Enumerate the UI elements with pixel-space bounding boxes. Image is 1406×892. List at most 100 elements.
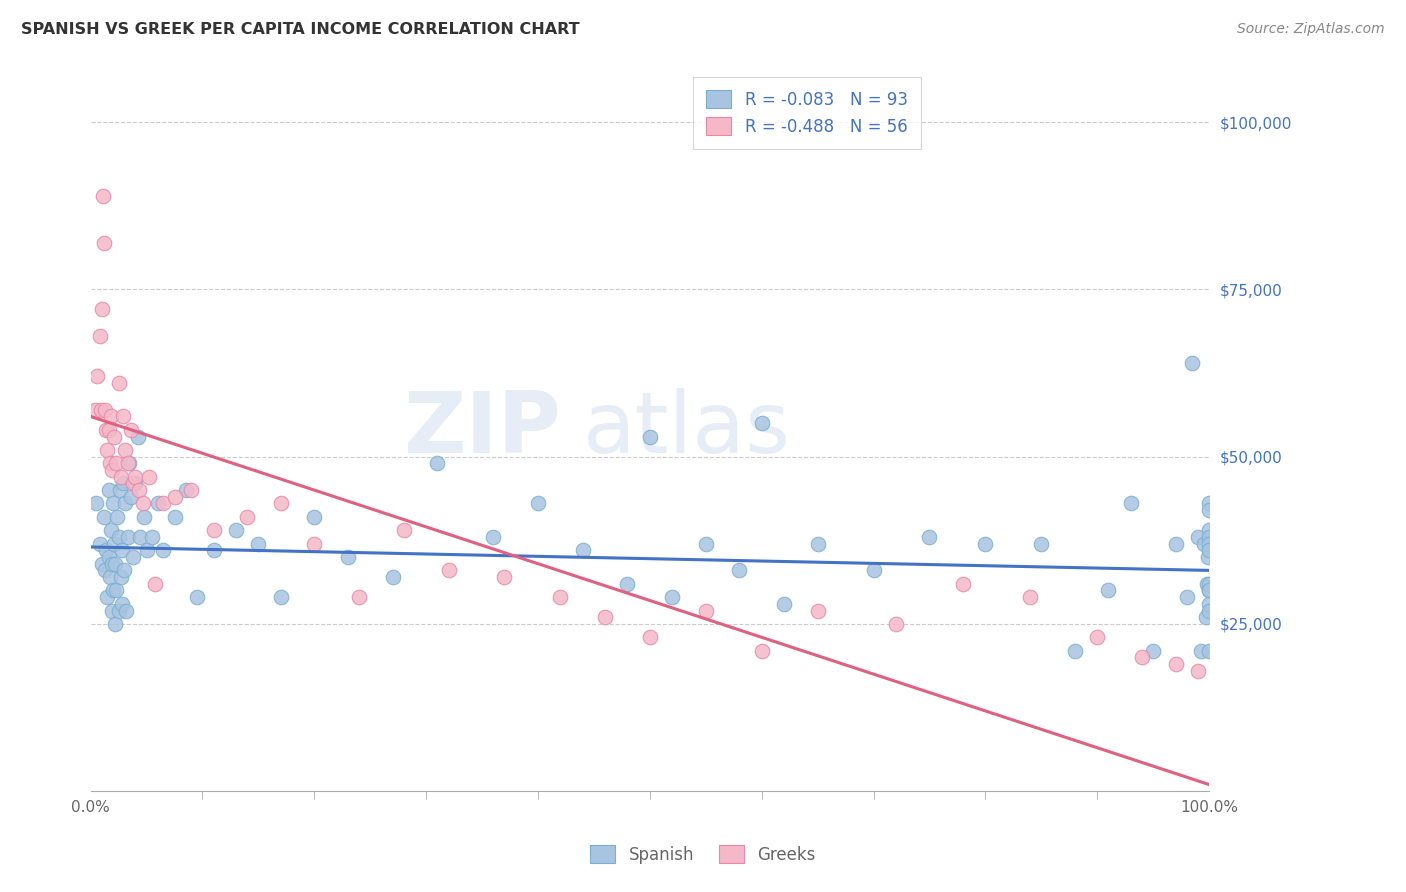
Point	[186, 590, 208, 604]
Point	[437, 563, 460, 577]
Point	[97, 483, 120, 497]
Text: ZIP: ZIP	[402, 388, 561, 471]
Point	[1198, 530, 1220, 544]
Point	[304, 509, 326, 524]
Point	[84, 402, 107, 417]
Point	[1197, 549, 1219, 564]
Point	[152, 543, 174, 558]
Point	[120, 423, 142, 437]
Text: Source: ZipAtlas.com: Source: ZipAtlas.com	[1237, 22, 1385, 37]
Point	[100, 523, 122, 537]
Point	[152, 496, 174, 510]
Point	[90, 402, 112, 417]
Point	[90, 302, 112, 317]
Point	[111, 597, 134, 611]
Point	[145, 576, 167, 591]
Point	[571, 543, 593, 558]
Point	[122, 549, 145, 564]
Point	[392, 523, 415, 537]
Point	[336, 549, 359, 564]
Point	[112, 409, 135, 424]
Point	[97, 549, 120, 564]
Point	[135, 543, 157, 558]
Point	[1164, 536, 1187, 550]
Point	[1181, 356, 1204, 370]
Point	[773, 597, 796, 611]
Point	[482, 530, 505, 544]
Point	[141, 530, 163, 544]
Point	[146, 496, 169, 510]
Point	[1195, 610, 1218, 624]
Point	[1031, 536, 1053, 550]
Point	[103, 429, 125, 443]
Point	[728, 563, 751, 577]
Point	[1187, 664, 1209, 678]
Point	[695, 536, 717, 550]
Point	[163, 509, 186, 524]
Point	[381, 570, 404, 584]
Point	[110, 469, 132, 483]
Point	[124, 469, 146, 483]
Point	[98, 570, 121, 584]
Point	[101, 557, 124, 571]
Point	[1187, 530, 1209, 544]
Point	[114, 496, 136, 510]
Point	[96, 423, 118, 437]
Point	[96, 442, 118, 457]
Point	[270, 496, 292, 510]
Point	[107, 530, 129, 544]
Point	[661, 590, 683, 604]
Point	[124, 476, 146, 491]
Point	[104, 616, 127, 631]
Point	[236, 509, 259, 524]
Point	[91, 188, 114, 202]
Point	[86, 369, 108, 384]
Point	[1198, 503, 1220, 517]
Point	[100, 409, 122, 424]
Point	[1198, 536, 1220, 550]
Point	[616, 576, 638, 591]
Point	[1198, 576, 1220, 591]
Point	[132, 496, 155, 510]
Point	[1195, 576, 1218, 591]
Point	[1198, 643, 1220, 657]
Point	[128, 530, 150, 544]
Point	[98, 456, 121, 470]
Point	[1063, 643, 1085, 657]
Point	[117, 456, 139, 470]
Point	[751, 643, 773, 657]
Point	[93, 509, 115, 524]
Legend: Spanish, Greeks: Spanish, Greeks	[583, 838, 823, 871]
Point	[247, 536, 270, 550]
Point	[134, 509, 156, 524]
Point	[105, 456, 128, 470]
Point	[638, 630, 661, 644]
Point	[89, 536, 111, 550]
Point	[103, 536, 125, 550]
Point	[94, 402, 117, 417]
Point	[347, 590, 370, 604]
Point	[202, 523, 225, 537]
Point	[1119, 496, 1142, 510]
Point	[1198, 523, 1220, 537]
Point	[1198, 583, 1220, 598]
Point	[163, 490, 186, 504]
Point	[426, 456, 449, 470]
Point	[110, 570, 132, 584]
Point	[127, 429, 149, 443]
Point	[1175, 590, 1198, 604]
Point	[751, 416, 773, 430]
Point	[550, 590, 572, 604]
Point	[112, 476, 135, 491]
Point	[270, 590, 292, 604]
Text: SPANISH VS GREEK PER CAPITA INCOME CORRELATION CHART: SPANISH VS GREEK PER CAPITA INCOME CORRE…	[21, 22, 579, 37]
Point	[1198, 603, 1220, 617]
Point	[527, 496, 550, 510]
Point	[1189, 643, 1212, 657]
Point	[138, 469, 160, 483]
Point	[1019, 590, 1042, 604]
Point	[112, 563, 135, 577]
Point	[304, 536, 326, 550]
Point	[117, 530, 139, 544]
Point	[97, 423, 120, 437]
